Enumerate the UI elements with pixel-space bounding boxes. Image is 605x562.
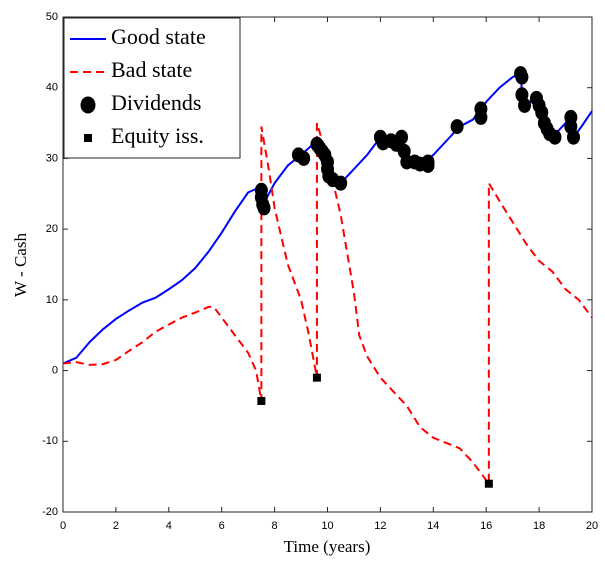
- x-tick-label: 16: [480, 520, 492, 532]
- x-tick-label: 14: [427, 520, 439, 532]
- x-tick-label: 10: [321, 520, 333, 532]
- dividend-marker: [257, 200, 271, 216]
- legend-label: Dividends: [111, 90, 201, 115]
- dividend-marker: [297, 150, 311, 166]
- x-tick-label: 4: [166, 520, 172, 532]
- dividend-marker: [450, 119, 464, 135]
- equity-marker: [257, 396, 266, 405]
- x-axis-label: Time (years): [284, 537, 371, 556]
- x-tick-label: 20: [586, 520, 598, 532]
- y-tick-label: -20: [42, 506, 58, 518]
- dividend-marker: [395, 129, 409, 145]
- x-tick-label: 12: [374, 520, 386, 532]
- y-tick-label: 10: [46, 294, 58, 306]
- dividend-marker: [421, 158, 435, 173]
- dividend-marker: [548, 129, 562, 145]
- x-tick-label: 0: [60, 520, 66, 532]
- x-tick-label: 6: [219, 520, 225, 532]
- x-tick-label: 8: [272, 520, 278, 532]
- y-tick-label: 0: [52, 364, 58, 376]
- legend-marker: [84, 134, 92, 142]
- legend-marker: [80, 96, 96, 114]
- y-axis-label: W - Cash: [11, 233, 30, 297]
- y-tick-label: 30: [46, 152, 58, 164]
- equity-marker: [484, 479, 493, 488]
- legend-label: Equity iss.: [111, 123, 204, 148]
- legend-label: Bad state: [111, 57, 192, 82]
- dividend-marker: [474, 109, 488, 125]
- y-tick-label: 50: [46, 11, 58, 23]
- dividend-marker: [515, 69, 529, 85]
- y-tick-label: -10: [42, 435, 58, 447]
- y-tick-label: 40: [46, 82, 58, 94]
- x-tick-label: 2: [113, 520, 119, 532]
- y-tick-label: 20: [46, 223, 58, 235]
- dividend-marker: [566, 129, 580, 145]
- legend-label: Good state: [111, 24, 206, 49]
- equity-marker: [312, 373, 321, 382]
- x-tick-label: 18: [533, 520, 545, 532]
- dividend-marker: [518, 97, 532, 113]
- dividend-marker: [334, 175, 348, 191]
- legend-box: [63, 17, 241, 159]
